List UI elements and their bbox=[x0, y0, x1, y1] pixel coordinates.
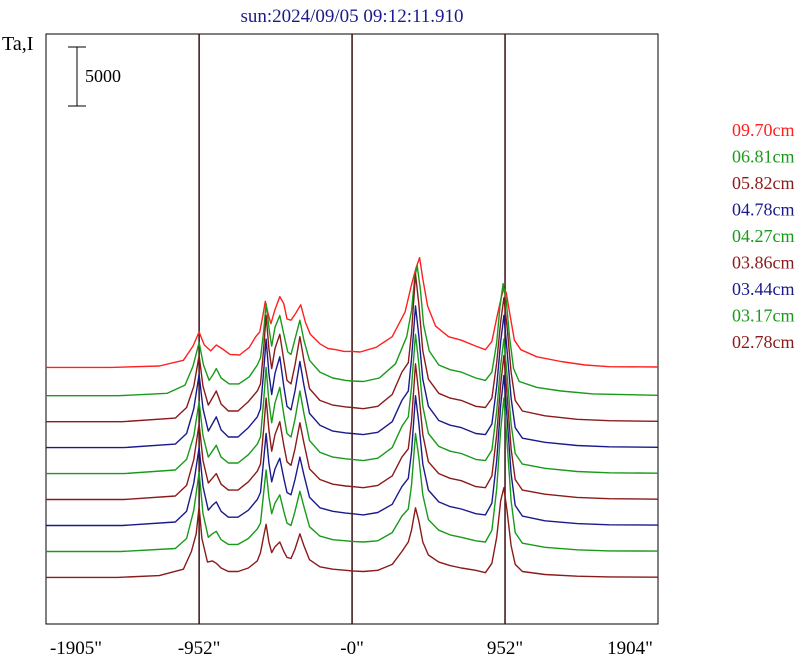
legend-entry-3: 04.78cm bbox=[732, 200, 795, 220]
x-tick-label-1: -952" bbox=[178, 638, 221, 659]
x-tick-labels: -1905" -952" -0" 952" 1904" bbox=[50, 638, 653, 659]
series-lines bbox=[46, 256, 659, 579]
scale-bar-label: 5000 bbox=[85, 66, 121, 86]
scale-bar: 5000 bbox=[68, 46, 121, 107]
x-tick-label-2: -0" bbox=[340, 638, 364, 659]
series-line-6 bbox=[46, 374, 659, 527]
series-line-4 bbox=[46, 333, 659, 475]
legend-entry-5: 03.86cm bbox=[732, 253, 795, 273]
series-line-1 bbox=[46, 265, 659, 397]
series-line-7 bbox=[46, 397, 659, 553]
legend-entry-0: 09.70cm bbox=[732, 120, 795, 140]
legend-entry-2: 05.82cm bbox=[732, 173, 795, 193]
x-tick-label-3: 952" bbox=[487, 638, 523, 659]
chart-title: sun:2024/09/05 09:12:11.910 bbox=[240, 6, 463, 27]
series-line-5 bbox=[46, 354, 659, 501]
series-line-2 bbox=[46, 273, 659, 423]
x-tick-label-4: 1904" bbox=[607, 638, 653, 659]
legend-entry-7: 03.17cm bbox=[732, 306, 795, 326]
legend-entry-8: 02.78cm bbox=[732, 332, 795, 352]
legend-entry-6: 03.44cm bbox=[732, 279, 795, 299]
legend: 09.70cm 06.81cm 05.82cm 04.78cm 04.27cm 03.86… bbox=[732, 120, 795, 352]
x-tick-label-0: -1905" bbox=[50, 638, 102, 659]
series-line-3 bbox=[46, 305, 659, 449]
legend-entry-4: 04.27cm bbox=[732, 226, 795, 246]
series-line-8 bbox=[46, 487, 659, 579]
legend-entry-1: 06.81cm bbox=[732, 147, 795, 167]
y-axis-label: Ta,I bbox=[2, 33, 33, 55]
